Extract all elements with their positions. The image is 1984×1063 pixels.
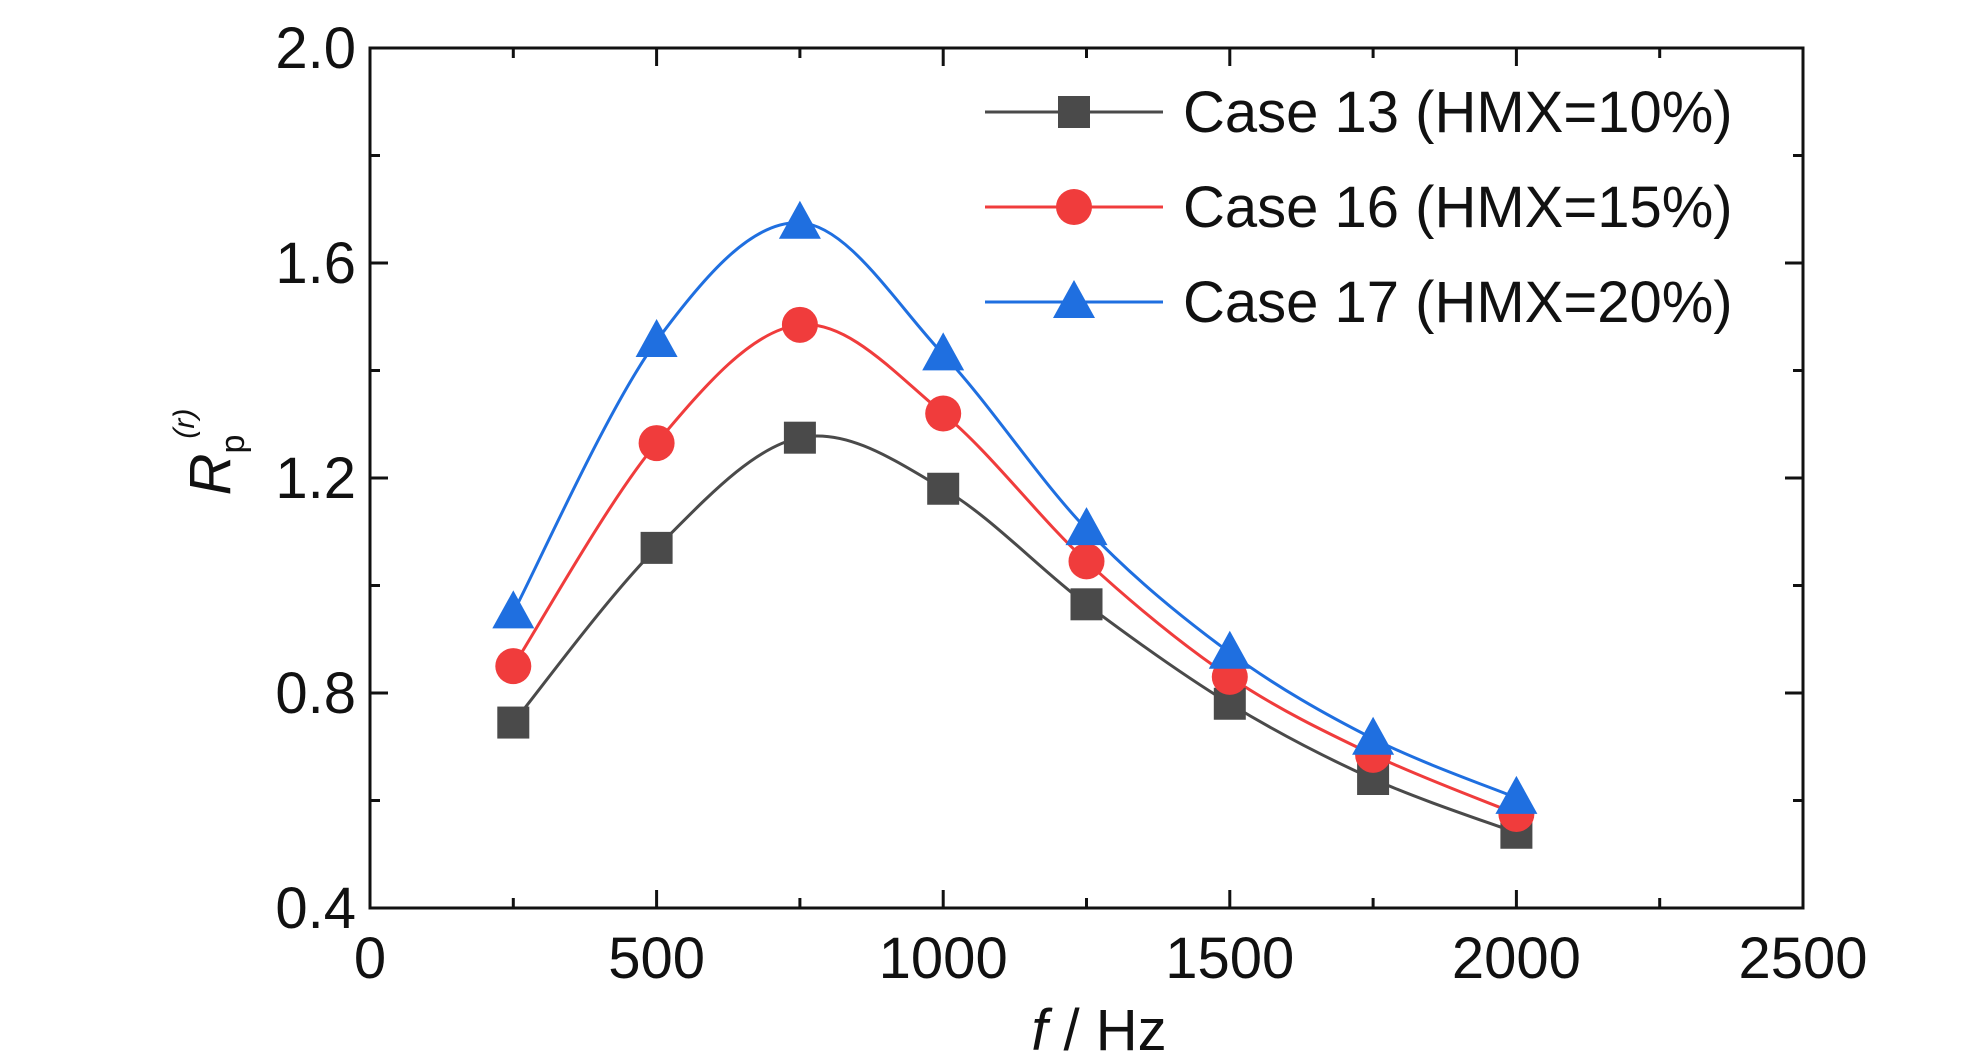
legend-label-3: Case 17 (HMX=20%) [1183, 270, 1733, 335]
series-markers [492, 200, 1538, 849]
y-tick-label: 1.6 [275, 231, 356, 296]
data-point-series-3 [1065, 507, 1108, 546]
data-point-series-2 [781, 306, 818, 343]
x-tick-label: 500 [608, 926, 705, 991]
y-tick-label: 0.8 [275, 661, 356, 726]
data-point-series-1 [640, 531, 673, 564]
axis-labels: f / Hz Rp (r) [168, 409, 1167, 1063]
data-point-series-3 [778, 200, 821, 239]
x-tick-label: 0 [354, 926, 386, 991]
legend-marker-1 [1058, 96, 1090, 128]
data-point-series-2 [1068, 543, 1105, 580]
legend-label-1: Case 13 (HMX=10%) [1183, 80, 1733, 145]
data-point-series-3 [922, 332, 965, 371]
data-point-series-1 [497, 706, 530, 739]
y-axis-label-superscript: (r) [168, 409, 201, 439]
y-axis-label: Rp (r) [168, 409, 252, 496]
y-axis-label-subscript: p [214, 435, 252, 454]
x-tick-label: 1000 [879, 926, 1008, 991]
data-point-series-1 [927, 472, 960, 505]
y-tick-label: 1.2 [275, 446, 356, 511]
x-axis-label: f / Hz [1031, 998, 1166, 1063]
x-axis-label-unit: / Hz [1047, 998, 1166, 1063]
data-point-series-1 [1070, 588, 1103, 621]
y-axis-label-symbol: R [178, 454, 243, 496]
svg-text:Rp(r): Rp (r) [168, 409, 252, 496]
legend: Case 13 (HMX=10%) Case 16 (HMX=15%) Case 1… [985, 80, 1733, 335]
y-tick-label: 2.0 [275, 16, 356, 81]
data-point-series-3 [1208, 630, 1251, 669]
data-point-series-3 [492, 590, 535, 629]
x-tick-label: 2000 [1452, 926, 1581, 991]
x-tick-label: 1500 [1165, 926, 1294, 991]
legend-label-2: Case 16 (HMX=15%) [1183, 175, 1733, 240]
data-point-series-3 [635, 318, 678, 357]
x-tick-label: 2500 [1738, 926, 1867, 991]
legend-marker-2 [1056, 189, 1092, 225]
data-point-series-3 [1495, 775, 1538, 814]
y-tick-label: 0.4 [275, 876, 356, 941]
data-point-series-2 [638, 425, 675, 462]
data-point-series-1 [783, 421, 816, 454]
axes: 0 500 1000 1500 2000 2500 0.4 0.8 1.2 1.6 2.0 [275, 16, 1867, 991]
data-point-series-3 [1352, 716, 1395, 755]
data-point-series-2 [925, 395, 962, 432]
legend-marker-3 [1053, 280, 1095, 318]
data-point-series-2 [495, 648, 532, 685]
